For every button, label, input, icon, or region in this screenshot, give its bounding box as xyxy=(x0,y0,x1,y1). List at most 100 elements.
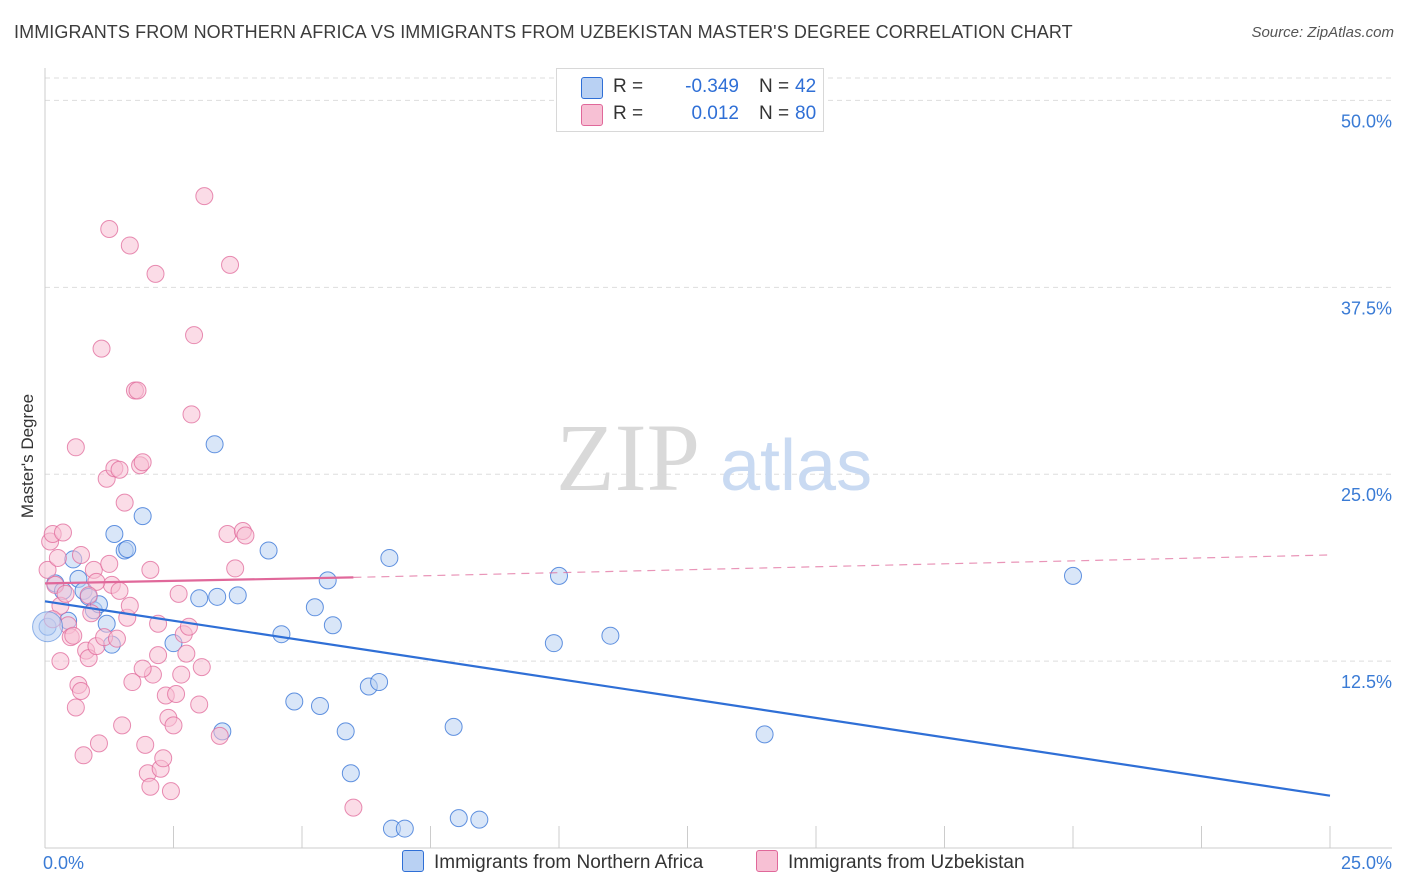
blue-swatch xyxy=(402,850,424,872)
uzbekistan-point xyxy=(195,187,214,206)
northern-africa-point xyxy=(470,810,489,829)
northern-africa-point xyxy=(341,764,360,783)
r-value: -0.349 xyxy=(685,76,739,97)
northern-africa-point xyxy=(449,809,468,828)
northern-africa-point xyxy=(444,717,463,736)
uzbekistan-point xyxy=(120,596,139,615)
uzbekistan-point xyxy=(141,560,160,579)
uzbekistan-point xyxy=(210,726,229,745)
uzbekistan-point xyxy=(177,644,196,663)
legend-label: Immigrants from Northern Africa xyxy=(434,852,704,873)
northern-africa-point xyxy=(228,586,247,605)
pink-swatch xyxy=(756,850,778,872)
uzbekistan-point xyxy=(110,460,129,479)
uzbekistan-point xyxy=(123,673,142,692)
y-axis-label: Master's Degree xyxy=(18,394,37,518)
legend-item-uzbekistan: Immigrants from Uzbekistan xyxy=(756,850,1025,874)
x-tick-label: 25.0% xyxy=(1341,853,1392,873)
uzbekistan-point xyxy=(51,652,70,671)
uzbekistan-point xyxy=(113,716,132,735)
data-points xyxy=(32,187,1082,838)
uzbekistan-point xyxy=(66,438,85,457)
uzbekistan-point xyxy=(128,381,147,400)
northern-africa-point xyxy=(208,587,227,606)
uzbekistan-point xyxy=(120,236,139,255)
r-label: R = xyxy=(613,76,644,97)
uzbekistan-point xyxy=(221,255,240,274)
y-tick-label: 50.0% xyxy=(1341,111,1392,131)
legend-item-northern-africa: Immigrants from Northern Africa xyxy=(402,850,703,874)
northern-africa-point xyxy=(601,626,620,645)
uzbekistan-point xyxy=(100,220,119,239)
northern-africa-point xyxy=(133,507,152,526)
uzbekistan-trend-extension xyxy=(353,554,1331,578)
uzbekistan-point xyxy=(161,782,180,801)
uzbekistan-point xyxy=(169,584,188,603)
uzbekistan-point xyxy=(110,581,129,600)
uzbekistan-point xyxy=(53,523,72,542)
uzbekistan-point xyxy=(172,665,191,684)
northern-africa-point xyxy=(370,673,389,692)
uzbekistan-point xyxy=(167,685,186,703)
northern-africa-trend xyxy=(44,600,1331,797)
n-value: 80 xyxy=(795,103,817,124)
northern-africa-point xyxy=(310,696,329,715)
uzbekistan-point xyxy=(179,617,198,636)
northern-africa-point xyxy=(32,611,64,643)
uzbekistan-point xyxy=(164,716,183,735)
uzbekistan-point xyxy=(115,493,134,512)
northern-africa-point xyxy=(755,725,774,744)
northern-africa-point xyxy=(285,692,304,711)
watermark: ZIP xyxy=(556,404,700,511)
uzbekistan-point xyxy=(149,646,168,665)
northern-africa-point xyxy=(323,616,342,635)
uzbekistan-point xyxy=(192,658,211,677)
uzbekistan-point xyxy=(190,695,209,714)
uzbekistan-point xyxy=(38,560,57,579)
uzbekistan-point xyxy=(89,734,108,753)
northern-africa-point xyxy=(190,589,209,608)
y-tick-label: 25.0% xyxy=(1341,485,1392,505)
northern-africa-point xyxy=(272,625,291,644)
uzbekistan-point xyxy=(141,777,160,796)
n-label: N = xyxy=(759,76,790,97)
uzbekistan-point xyxy=(71,545,90,564)
uzbekistan-point xyxy=(136,735,155,754)
gridlines xyxy=(45,77,1392,662)
uzbekistan-trend xyxy=(44,576,354,585)
uzbekistan-point xyxy=(133,453,152,472)
trend-lines xyxy=(44,554,1331,797)
uzbekistan-point xyxy=(154,749,173,768)
northern-africa-point xyxy=(118,539,137,558)
r-value: 0.012 xyxy=(691,103,739,124)
uzbekistan-point xyxy=(92,339,111,358)
northern-africa-point xyxy=(318,571,337,590)
y-tick-label: 12.5% xyxy=(1341,672,1392,692)
x-tick-label: 0.0% xyxy=(43,853,84,873)
northern-africa-point xyxy=(259,541,278,560)
northern-africa-point xyxy=(550,566,568,585)
chart-title: IMMIGRANTS FROM NORTHERN AFRICA VS IMMIG… xyxy=(14,22,1073,42)
northern-africa-point xyxy=(544,634,563,653)
uzbekistan-point xyxy=(64,626,83,645)
watermark-atlas: atlas xyxy=(720,426,872,506)
uzbekistan-point xyxy=(182,405,201,424)
uzbekistan-point xyxy=(79,586,98,605)
uzbekistan-point xyxy=(218,525,237,544)
pink-swatch xyxy=(581,104,603,126)
uzbekistan-point xyxy=(344,798,363,817)
uzbekistan-point xyxy=(185,326,204,345)
r-label: R = xyxy=(613,103,644,124)
uzbekistan-point xyxy=(66,698,85,717)
uzbekistan-point xyxy=(133,659,152,678)
northern-africa-point xyxy=(1064,566,1082,585)
northern-africa-point xyxy=(305,598,324,617)
source-label: Source: ZipAtlas.com xyxy=(1251,24,1394,41)
uzbekistan-point xyxy=(74,746,93,765)
northern-africa-point xyxy=(205,435,224,454)
n-label: N = xyxy=(759,103,790,124)
uzbekistan-point xyxy=(48,548,67,567)
northern-africa-point xyxy=(336,722,355,741)
blue-swatch xyxy=(581,77,603,99)
